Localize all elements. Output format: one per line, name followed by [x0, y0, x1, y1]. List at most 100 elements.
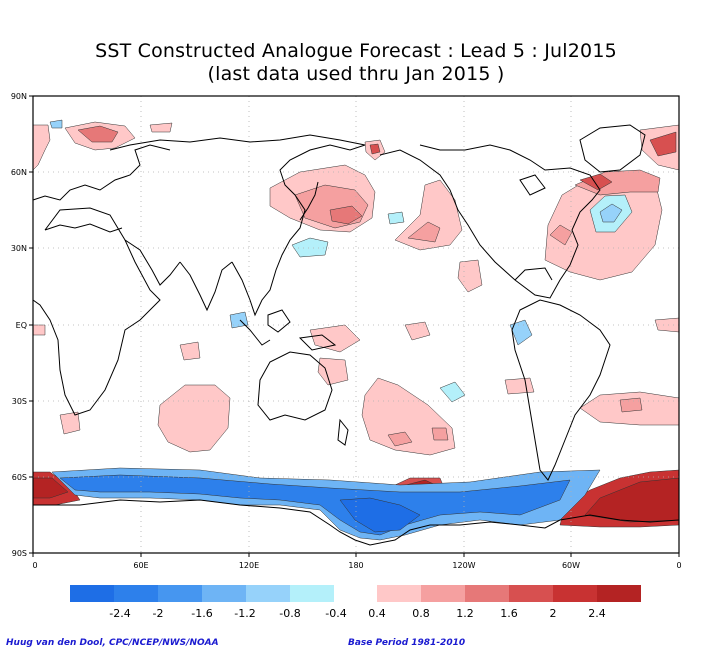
lon-label-120e: 120E	[239, 561, 259, 570]
colorbar-label-neg-0.8: -0.8	[279, 607, 300, 620]
coastline-arabia	[124, 239, 181, 286]
colorbar-negative-swatch-1	[114, 585, 158, 602]
colorbar-label-pos-1.6: 1.6	[500, 607, 518, 620]
warm-patch-indian-eq	[179, 341, 201, 361]
coastline-se-asia	[231, 144, 366, 317]
coastline-arctic-russia	[109, 134, 366, 151]
lat-label-30n: 30N	[11, 244, 27, 253]
lon-label-60e: 60E	[133, 561, 148, 570]
colorbar-negative-swatch-5	[290, 585, 334, 602]
colorbar-negative-swatch-3	[202, 585, 246, 602]
coastline-australia	[257, 351, 333, 421]
coastline-greenland	[579, 124, 646, 173]
chart-title: SST Constructed Analogue Forecast : Lead…	[95, 40, 617, 62]
warm-patch-south-pacific-core2	[431, 427, 449, 441]
colorbar: -2.4 -2 -1.6 -1.2 -0.8 -0.4 0.4 0.8 1.2 …	[70, 585, 641, 620]
cold-patch-north-atlantic-core	[599, 203, 623, 223]
warm-patch-tasman	[317, 357, 349, 386]
base-period-text: Base Period 1981-2010	[348, 638, 466, 648]
colorbar-label-pos-1.2: 1.2	[456, 607, 474, 620]
colorbar-positive-swatch-4	[553, 585, 597, 602]
coastline-europe	[32, 144, 171, 201]
coastline-japan	[299, 181, 319, 221]
colorbar-positive-swatch-0	[377, 585, 421, 602]
cold-anomalies	[49, 119, 633, 541]
colorbar-positive-swatch-5	[597, 585, 641, 602]
warm-patch-hawaii	[457, 259, 483, 293]
colorbar-label-neg-1.6: -1.6	[191, 607, 212, 620]
warm-patch-south-atlantic-core	[619, 397, 643, 413]
coastline-india	[179, 261, 233, 312]
cold-patch-ne-pacific	[387, 211, 405, 225]
lon-label-180: 180	[348, 561, 363, 570]
coastline-hudson-bay	[519, 174, 546, 196]
colorbar-positive-swatch-3	[509, 585, 553, 602]
colorbar-negative-swatch-4	[246, 585, 290, 602]
cold-patch-southern-ocean-core	[59, 474, 571, 536]
colorbar-label-neg-2: -2	[153, 607, 164, 620]
warm-patch-south-pacific-core	[387, 431, 413, 447]
lat-label-60s: 60S	[12, 473, 27, 482]
credit-text: Huug van den Dool, CPC/NCEP/NWS/NOAA	[6, 638, 219, 648]
warm-patch-kara	[149, 122, 173, 133]
lat-label-30s: 30S	[12, 397, 27, 406]
cold-patch-arctic	[49, 119, 63, 129]
warm-patch-south-indian-2	[59, 411, 81, 435]
coastline-borneo	[267, 309, 291, 333]
lon-label-0: 0	[32, 561, 37, 570]
coastline-mediterranean	[44, 223, 123, 233]
warm-patch-nw-pacific-core	[329, 205, 363, 225]
colorbar-label-neg-2.4: -2.4	[109, 607, 130, 620]
lat-labels: 90N 60N 30N EQ 30S 60S 90S	[11, 92, 27, 558]
colorbar-negative-swatch-0	[70, 585, 114, 602]
warm-patch-barents-core	[77, 125, 119, 143]
lat-label-90n: 90N	[11, 92, 27, 101]
lat-label-60n: 60N	[11, 168, 27, 177]
warm-patch-north-atlantic-east	[549, 224, 573, 246]
warm-patch-south-atlantic-subtropic	[32, 324, 46, 336]
warm-patch-ne-pacific-core	[407, 221, 441, 243]
axis-ticks	[29, 95, 680, 557]
warm-patch-eq-dateline	[309, 324, 361, 353]
cold-patch-east-pacific-eq	[509, 319, 533, 346]
map-gridlines	[33, 96, 679, 553]
colorbar-label-pos-0.8: 0.8	[412, 607, 430, 620]
warm-patch-indian-south	[157, 384, 231, 453]
lat-label-90s: 90S	[12, 549, 27, 558]
coastline-north-america	[379, 144, 601, 299]
coastline-gulf-mexico	[514, 267, 553, 281]
colorbar-positive-swatch-2	[465, 585, 509, 602]
cold-patch-southern-ocean-darkest	[339, 497, 421, 533]
warm-patch-east-pacific-south	[504, 377, 535, 395]
colorbar-label-pos-0.4: 0.4	[368, 607, 386, 620]
colorbar-label-pos-2: 2	[550, 607, 557, 620]
cold-patch-nw-pacific	[291, 237, 329, 258]
colorbar-labels: -2.4 -2 -1.6 -1.2 -0.8 -0.4 0.4 0.8 1.2 …	[109, 607, 605, 620]
lat-label-eq: EQ	[16, 321, 27, 330]
colorbar-label-neg-0.4: -0.4	[325, 607, 346, 620]
colorbar-positive-swatch-1	[421, 585, 465, 602]
warm-patch-ne-pacific	[394, 179, 463, 251]
warm-patch-bering-core	[369, 143, 381, 155]
colorbar-negative-swatch-2	[158, 585, 202, 602]
warm-patch-arctic-atlantic-core	[649, 131, 677, 157]
lon-labels: 0 60E 120E 180 120W 60W 0	[32, 561, 681, 570]
colorbar-label-pos-2.4: 2.4	[588, 607, 606, 620]
lon-label-0-east: 0	[676, 561, 681, 570]
lon-label-120w: 120W	[452, 561, 475, 570]
cold-patch-south-pacific	[439, 381, 466, 403]
colorbar-label-neg-1.2: -1.2	[234, 607, 255, 620]
coastline-antarctica	[33, 499, 680, 546]
warm-patch-north-atlantic-core	[579, 173, 613, 191]
coastline-south-america	[511, 299, 611, 481]
coastlines	[32, 124, 680, 546]
coastline-sumatra	[239, 319, 271, 346]
lon-label-60w: 60W	[562, 561, 580, 570]
coastline-new-guinea	[298, 334, 337, 351]
chart-subtitle: (last data used thru Jan 2015 )	[207, 63, 505, 85]
coastline-new-zealand	[337, 418, 349, 446]
coastline-africa	[32, 207, 161, 416]
warm-patch-south-pacific	[361, 377, 456, 456]
warm-patch-central-pacific-eq	[404, 321, 431, 341]
